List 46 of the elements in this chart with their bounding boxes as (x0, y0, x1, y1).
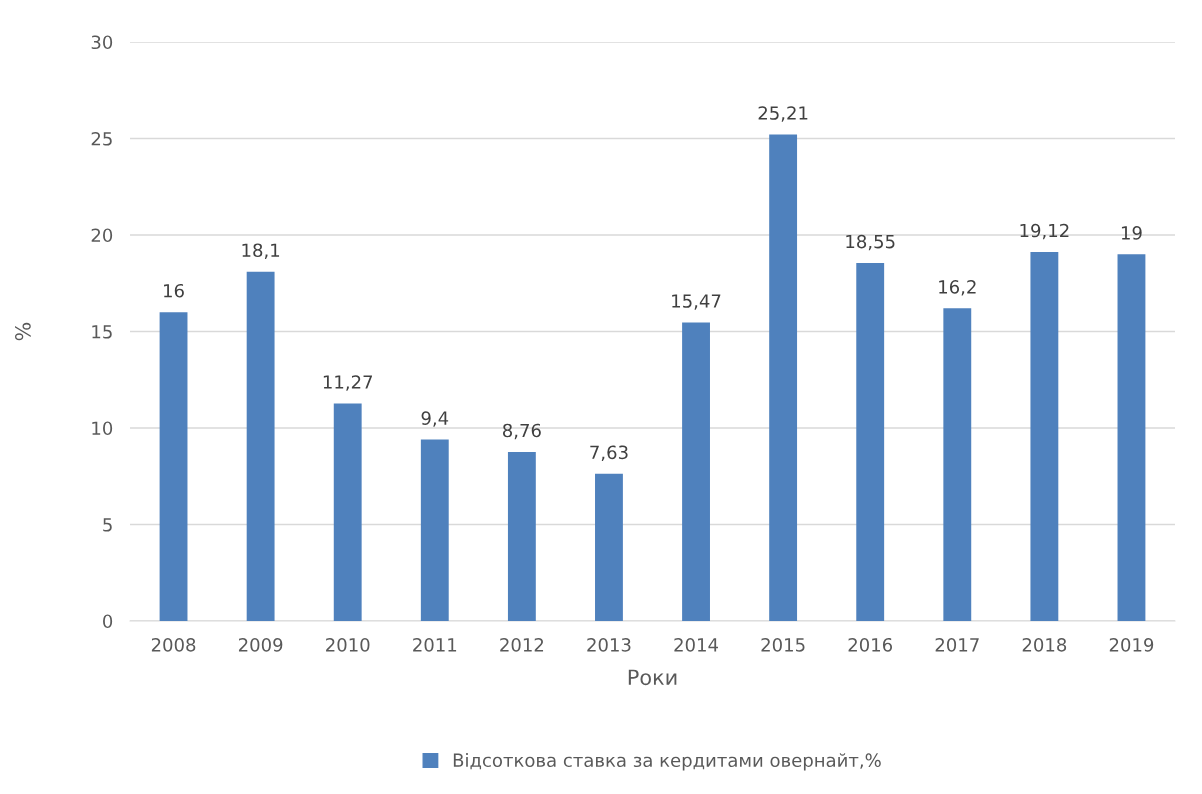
data-label: 11,27 (323, 375, 373, 391)
bar (1117, 254, 1146, 621)
bar (943, 308, 972, 621)
x-tick-label: 2012 (500, 637, 544, 652)
y-tick-label: 30 (91, 35, 113, 50)
x-tick-label: 2010 (326, 637, 370, 652)
bar (856, 262, 885, 621)
x-tick-label: 2018 (1022, 637, 1067, 652)
y-tick-label: 20 (91, 228, 113, 243)
y-tick-label: 15 (92, 325, 112, 339)
bar (333, 403, 362, 621)
y-axis-title: % (15, 322, 31, 341)
legend-label: Відсоткова ставка за кердитами овернайт,% (453, 753, 881, 771)
data-label: 15,47 (672, 294, 721, 310)
y-tick-label: 10 (92, 421, 113, 436)
data-label: 16 (164, 283, 184, 298)
bar (595, 473, 623, 621)
data-label: 19 (1121, 226, 1142, 240)
data-label: 25,21 (758, 106, 808, 122)
bar (507, 451, 536, 621)
data-label: 18,1 (242, 243, 280, 259)
y-tick-label: 25 (91, 131, 112, 146)
bar (1030, 251, 1059, 621)
y-tick-label: 5 (103, 518, 112, 532)
x-axis-title: Роки (628, 669, 677, 686)
x-tick-label: 2017 (935, 637, 979, 652)
y-tick-label: 0 (103, 614, 113, 629)
x-tick-label: 2008 (151, 637, 196, 652)
data-label: 19,12 (1020, 223, 1069, 240)
x-tick-label: 2014 (674, 637, 718, 652)
x-tick-label: 2016 (848, 637, 893, 652)
bar (246, 271, 275, 621)
data-label: 16,2 (939, 280, 976, 296)
x-tick-label: 2011 (413, 637, 457, 652)
data-label: 9,4 (421, 411, 449, 427)
bar (159, 312, 188, 621)
x-tick-label: 2013 (587, 637, 631, 652)
x-tick-label: 2015 (761, 637, 805, 652)
bar (769, 134, 798, 621)
bar (682, 322, 710, 621)
data-label: 7,63 (590, 445, 628, 461)
x-tick-label: 2019 (1109, 637, 1154, 652)
data-label: 18,55 (846, 234, 895, 251)
bar (420, 439, 449, 621)
x-tick-label: 2009 (238, 637, 283, 652)
data-label: 8,76 (503, 423, 541, 440)
